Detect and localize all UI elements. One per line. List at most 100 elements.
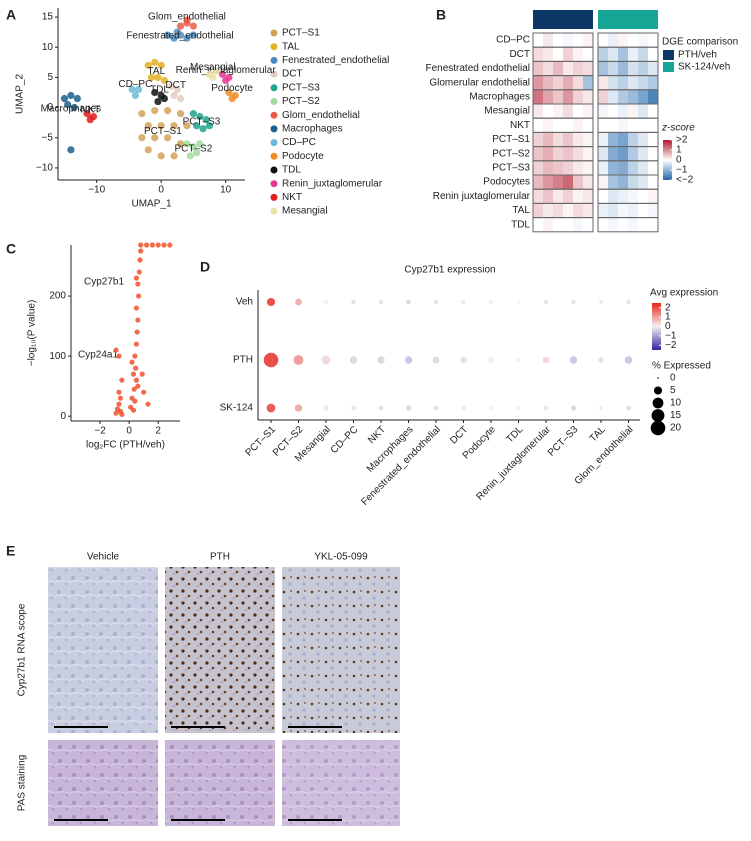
heat-cell <box>618 47 629 62</box>
y-axis-label: UMAP_2 <box>15 74 26 114</box>
dot <box>404 356 413 364</box>
dot <box>321 355 331 365</box>
dot <box>598 357 604 363</box>
heat-cell <box>628 217 639 232</box>
heat-cell <box>618 61 629 76</box>
heat-cell <box>648 132 659 147</box>
x-tick-label: −10 <box>88 185 105 196</box>
point <box>67 146 75 154</box>
legend-dot <box>270 43 278 51</box>
heat-cell <box>648 217 659 232</box>
legend-title: DGE comparison <box>662 37 738 48</box>
point <box>138 110 146 118</box>
point <box>113 347 119 353</box>
point <box>154 73 162 82</box>
colorbar-label: <−2 <box>676 175 694 186</box>
y-tick-label: 100 <box>49 351 66 362</box>
point <box>183 122 191 130</box>
panel-letter: A <box>6 7 16 23</box>
group-header <box>598 10 658 29</box>
heat-cell <box>573 61 584 76</box>
panel-letter: E <box>6 543 15 559</box>
dot <box>626 405 631 411</box>
legend-dot <box>270 152 278 160</box>
dot <box>432 356 440 364</box>
heat-cell <box>533 189 544 204</box>
heat-cell <box>563 160 574 175</box>
y-tick-label: 15 <box>42 12 54 23</box>
cluster-label: TAL <box>148 66 166 77</box>
chart-title: Cyp27b1 expression <box>404 265 495 276</box>
heat-cell <box>628 146 639 161</box>
dot <box>266 297 276 307</box>
x-tick-label: 0 <box>126 426 132 437</box>
heat-cell <box>543 89 554 104</box>
heat-cell <box>583 146 594 161</box>
heat-cell <box>598 132 609 147</box>
point <box>164 134 172 142</box>
cluster-label: Fenestrated_endothelial <box>126 30 233 41</box>
heat-cell <box>628 175 639 190</box>
x-tick-label: TDL <box>504 424 525 445</box>
heat-cell <box>583 203 594 218</box>
point <box>129 395 135 401</box>
size-legend-dot <box>650 420 666 436</box>
point <box>116 401 122 407</box>
cluster-label: Glom_endothelial <box>148 11 226 22</box>
heat-cell <box>553 118 564 133</box>
heat-cell <box>598 75 609 90</box>
dot <box>461 299 466 305</box>
heat-cell <box>583 175 594 190</box>
point <box>60 94 69 103</box>
colorbar-label: 0 <box>665 321 671 332</box>
dot <box>543 299 549 305</box>
legend-dot <box>270 193 278 201</box>
row-title: Cyp27b1 RNA scope <box>17 603 28 696</box>
heat-cell <box>583 118 594 133</box>
point <box>144 146 152 154</box>
y-tick-label: 0 <box>60 411 66 422</box>
y-tick-label: −10 <box>36 163 53 174</box>
row-label: Veh <box>236 297 253 308</box>
heat-cell <box>573 160 584 175</box>
row-label: Glomerular endothelial <box>429 77 530 88</box>
point <box>205 122 214 130</box>
heat-cell <box>533 118 544 133</box>
heat-cell <box>573 203 584 218</box>
point <box>193 122 201 130</box>
column-title: PTH <box>210 552 230 563</box>
size-legend-label: 20 <box>670 423 682 434</box>
heat-cell <box>533 160 544 175</box>
heat-cell <box>533 217 544 232</box>
legend-label: CD–PC <box>282 137 316 148</box>
point <box>176 22 185 30</box>
micrograph <box>282 740 400 826</box>
heat-cell <box>573 217 584 232</box>
point <box>117 395 124 401</box>
point <box>134 329 140 335</box>
dot <box>378 299 384 305</box>
dot <box>351 299 356 305</box>
heat-cell <box>628 33 639 48</box>
heat-cell <box>563 189 574 204</box>
point <box>116 389 122 395</box>
legend-label: TDL <box>282 165 301 176</box>
legend-dot <box>270 166 278 174</box>
heat-cell <box>583 217 594 232</box>
legend-dot <box>270 98 278 105</box>
heat-cell <box>553 33 564 48</box>
heat-cell <box>553 75 564 90</box>
heat-cell <box>553 203 564 218</box>
point <box>173 85 181 94</box>
point <box>138 248 144 254</box>
heat-cell <box>608 33 619 48</box>
heat-cell <box>638 160 649 175</box>
heat-cell <box>543 104 554 119</box>
heat-cell <box>618 33 629 48</box>
heat-cell <box>618 160 629 175</box>
dot <box>405 405 412 411</box>
point <box>135 281 141 287</box>
heat-cell <box>648 61 659 76</box>
point <box>157 61 165 69</box>
heat-cell <box>598 61 609 76</box>
